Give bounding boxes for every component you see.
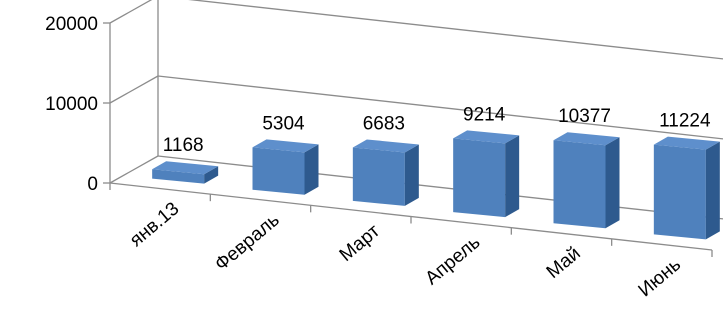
gridline (157, 75, 723, 140)
gridline (157, 155, 723, 220)
bar-side (705, 141, 720, 240)
bar-front (352, 147, 405, 206)
bar-front (152, 169, 205, 184)
axes (103, 0, 713, 257)
bar-top (653, 136, 720, 150)
gridline-side (109, 155, 159, 184)
bar-side (304, 144, 319, 195)
x-tick-label: Май (543, 243, 585, 283)
bar (553, 132, 620, 229)
bar-front (252, 147, 305, 195)
bar-side (404, 144, 419, 206)
data-label: 1168 (163, 135, 204, 156)
x-tick-label: Июнь (635, 254, 686, 301)
data-label: 11224 (659, 111, 711, 132)
gridline (188, 0, 723, 60)
bar (352, 139, 419, 206)
y-tick-label: 20000 (45, 14, 98, 35)
bar-front (453, 138, 506, 218)
bar-front (553, 140, 606, 229)
bar (453, 130, 520, 218)
data-label: 10377 (558, 106, 611, 127)
x-tick-label: янв.13 (126, 198, 183, 251)
bar-side (204, 166, 219, 184)
bar-top (553, 132, 620, 146)
bar-side (505, 135, 520, 218)
bar-top (352, 139, 419, 153)
x-tick-label: Март (336, 220, 385, 265)
data-label: 6683 (363, 113, 405, 134)
bar-side (605, 137, 620, 229)
gridline-side (109, 75, 159, 104)
bars (152, 130, 720, 240)
y-tick-label: 10000 (45, 94, 98, 115)
data-label: 5304 (262, 113, 305, 134)
data-label: 9214 (463, 104, 506, 125)
bar (252, 139, 319, 195)
y-tick-label: 0 (87, 174, 98, 195)
bar-top (252, 139, 319, 153)
bar (653, 136, 720, 240)
gridline-side (109, 0, 153, 24)
bar (152, 161, 219, 184)
bar-front (653, 144, 706, 240)
bar-top (152, 161, 219, 175)
bar-top (453, 130, 520, 144)
x-tick-label: Апрель (422, 232, 485, 290)
x-tick-label: Февраль (211, 209, 284, 275)
